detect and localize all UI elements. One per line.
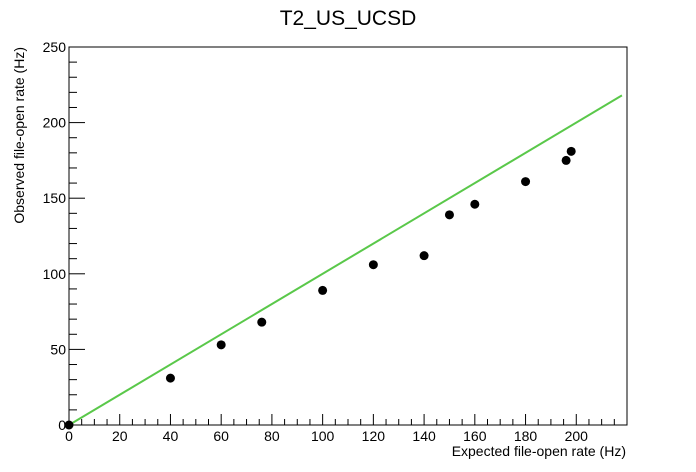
data-point <box>419 251 429 261</box>
plot-area <box>64 94 623 430</box>
x-tick-label: 200 <box>565 428 589 444</box>
y-axis-title: Observed file-open rate (Hz) <box>11 47 27 224</box>
x-tick-label: 140 <box>412 428 436 444</box>
data-point <box>566 146 576 156</box>
x-tick-label: 40 <box>163 428 179 444</box>
plot-frame <box>68 46 628 426</box>
reference-line <box>68 94 623 426</box>
data-point <box>216 340 226 350</box>
x-tick-label: 20 <box>112 428 128 444</box>
x-tick-label: 160 <box>463 428 487 444</box>
x-tick-label: 120 <box>362 428 386 444</box>
y-tick-label: 50 <box>50 341 66 357</box>
y-tick-label: 150 <box>43 190 67 206</box>
x-tick-label: 180 <box>514 428 538 444</box>
axes: 0 20 40 60 80 100 120 140 160 180 200 0 50 100 150 200 2… <box>43 39 628 444</box>
x-tick-label: 80 <box>264 428 280 444</box>
data-point <box>521 177 531 187</box>
x-tick-label: 60 <box>213 428 229 444</box>
y-tick-label: 200 <box>43 115 67 131</box>
x-tick-label: 100 <box>311 428 335 444</box>
y-tick-label: 100 <box>43 266 67 282</box>
data-point <box>257 317 267 327</box>
data-point <box>165 373 175 383</box>
data-point <box>444 210 454 220</box>
y-tick-label: 250 <box>43 39 67 55</box>
x-tick-label: 0 <box>65 428 73 444</box>
x-axis-title: Expected file-open rate (Hz) <box>452 443 626 459</box>
data-point <box>561 155 571 165</box>
data-point <box>470 199 480 209</box>
y-tick-label: 0 <box>58 417 66 433</box>
data-point <box>318 285 328 295</box>
data-point <box>368 260 378 270</box>
chart-title: T2_US_UCSD <box>280 7 417 30</box>
